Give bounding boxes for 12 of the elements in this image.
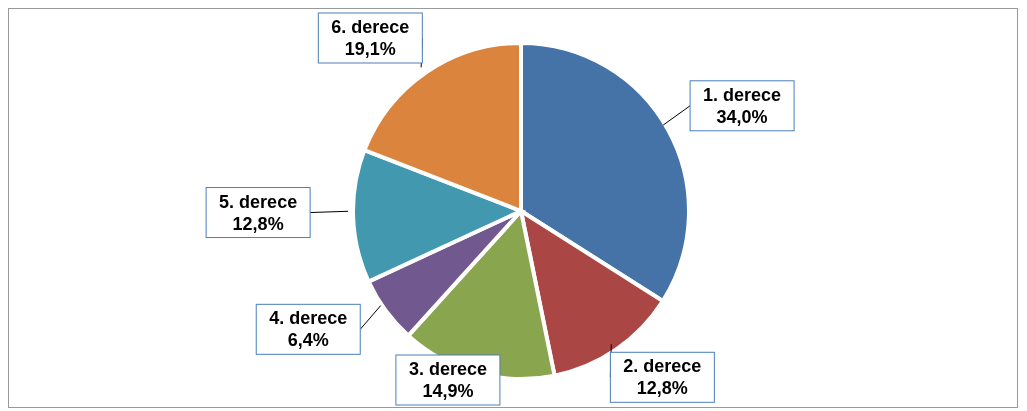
- data-label: 12,8%: [232, 213, 284, 234]
- data-label: 19,1%: [344, 39, 396, 59]
- data-label: 34,0%: [716, 106, 768, 127]
- data-label: 6,4%: [287, 330, 329, 351]
- slice-label: 5. derece: [219, 191, 298, 212]
- slice-label: 4. derece: [269, 308, 348, 329]
- slice-label: 6. derece: [331, 17, 410, 37]
- slice-label: 1. derece: [703, 84, 782, 105]
- slice-label: 2. derece: [623, 356, 702, 377]
- data-label: 12,8%: [636, 378, 688, 399]
- slice-label: 3. derece: [408, 359, 487, 379]
- data-label: 14,9%: [422, 381, 474, 401]
